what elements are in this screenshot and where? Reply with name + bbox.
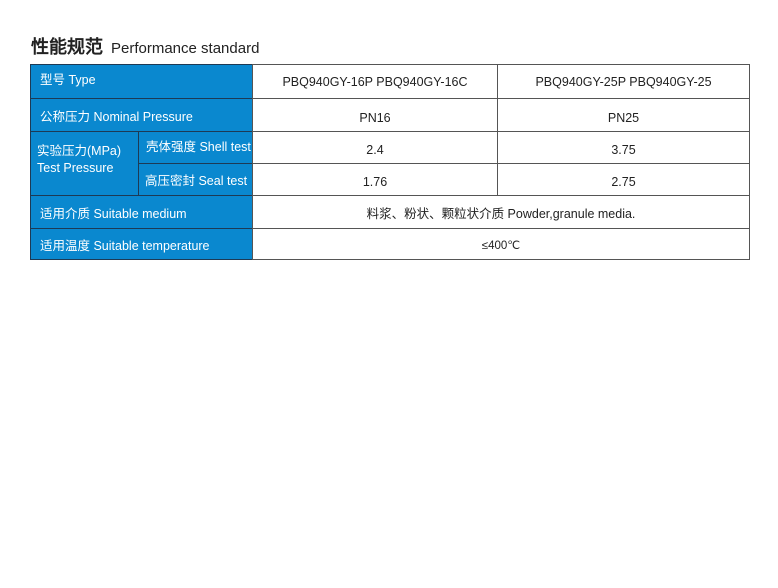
test-pressure-zh: 实验压力(MPa) xyxy=(37,143,122,158)
nominal-label: 公称压力 Nominal Pressure xyxy=(30,98,253,132)
title-zh: 性能规范 xyxy=(31,37,103,58)
shell-test-label: 壳体强度 Shell test xyxy=(138,131,253,164)
seal-value-2: 2.75 xyxy=(497,163,750,196)
temperature-value: ≤400℃ xyxy=(252,228,750,260)
type-label: 型号 Type xyxy=(30,64,253,99)
shell-value-1: 2.4 xyxy=(252,131,498,164)
medium-label: 适用介质 Suitable medium xyxy=(30,195,253,229)
shell-value-2: 3.75 xyxy=(497,131,750,164)
nominal-value-2: PN25 xyxy=(497,98,750,132)
type-value-1: PBQ940GY-16P PBQ940GY-16C xyxy=(252,64,498,99)
type-value-2: PBQ940GY-25P PBQ940GY-25 xyxy=(497,64,750,99)
seal-test-label: 高压密封 Seal test xyxy=(138,163,253,196)
test-pressure-en: Test Pressure xyxy=(37,160,114,175)
seal-value-1: 1.76 xyxy=(252,163,498,196)
page-title: 性能规范 Performance standard xyxy=(31,33,259,59)
nominal-value-1: PN16 xyxy=(252,98,498,132)
temperature-label: 适用温度 Suitable temperature xyxy=(30,228,253,260)
test-pressure-label: 实验压力(MPa) Test Pressure xyxy=(30,131,139,196)
medium-value: 料浆、粉状、颗粒状介质 Powder,granule media. xyxy=(252,195,750,229)
title-en: Performance standard xyxy=(111,40,260,57)
